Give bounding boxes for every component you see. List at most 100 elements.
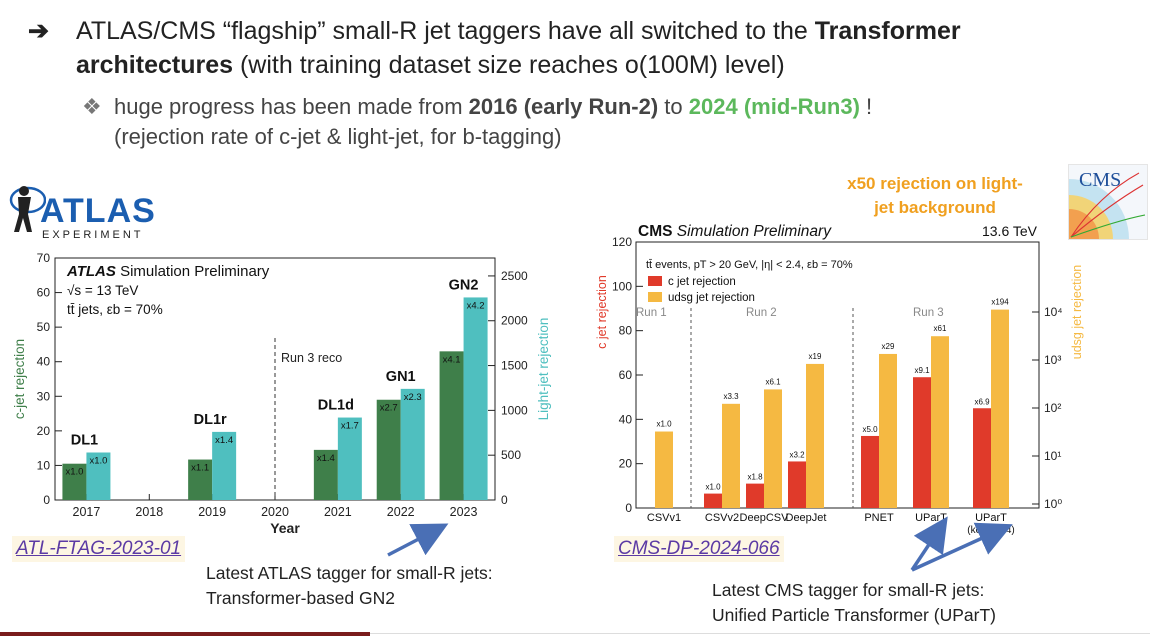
cms-bar-udsg-jet: [931, 336, 949, 508]
sub-bullet-pre: huge progress has been made from: [114, 94, 469, 119]
cms-bar-udsg-jet-label: x6.1: [765, 377, 781, 386]
atlas-left-tick-label: 50: [37, 320, 51, 334]
atlas-left-tick-label: 70: [37, 251, 51, 265]
cms-bar-c-jet: [973, 408, 991, 508]
cms-left-tick-label: 0: [625, 501, 632, 515]
cms-right-tick-label: 10³: [1044, 353, 1061, 367]
atlas-logo-text: ATLAS: [40, 192, 156, 230]
atlas-bar-c-jet: [62, 463, 87, 500]
atlas-left-tick-label: 30: [37, 389, 51, 403]
atlas-x-tick-label: 2020: [261, 505, 289, 519]
atlas-y-axis-label: c-jet rejection: [12, 339, 27, 419]
atlas-bar-c-jet: [313, 449, 338, 500]
atlas-right-tick-label: 2500: [501, 269, 528, 283]
atlas-bar-light-jet: [212, 431, 237, 500]
cms-x-tick-label: PNET: [864, 512, 894, 524]
cms-chart-info: tt̄ events, pT > 20 GeV, |η| < 2.4, εb =…: [646, 259, 853, 271]
atlas-chart-info: tt̄ jets, εb = 70%: [67, 302, 163, 317]
atlas-x-tick-label: 2017: [73, 505, 101, 519]
cms-left-tick-label: 40: [619, 412, 633, 426]
cms-right-tick-label: 10⁴: [1044, 305, 1063, 319]
cms-y-axis-label-right: udsg jet rejection: [1070, 265, 1084, 360]
cms-bar-c-jet-label: x9.1: [914, 366, 930, 375]
cms-logo: CMS: [1068, 164, 1148, 240]
cms-x-tick-label: UParT: [915, 512, 947, 524]
atlas-bar-c-jet-label: x4.1: [443, 354, 461, 365]
atlas-x-tick-label: 2023: [450, 505, 478, 519]
sub-bullet-bold: 2016 (early Run-2): [468, 94, 659, 119]
cms-bar-udsg-jet: [722, 403, 740, 508]
atlas-note-line1: Latest ATLAS tagger for small-R jets:: [206, 563, 493, 583]
atlas-note-line2: Transformer-based GN2: [206, 588, 395, 608]
cms-bar-c-jet-label: x6.9: [974, 397, 990, 406]
cms-chart-title: CMS Simulation Preliminary: [638, 223, 832, 240]
cms-x-tick-label: UParT: [975, 512, 1007, 524]
cms-right-tick-label: 10²: [1044, 401, 1061, 415]
atlas-x-tick-label: 2019: [198, 505, 226, 519]
atlas-left-tick-label: 20: [37, 424, 51, 438]
atlas-chart-title: ATLAS Simulation Preliminary: [66, 263, 270, 280]
diamond-icon: ❖: [82, 94, 102, 119]
cms-left-tick-label: 100: [612, 279, 632, 293]
cms-top-note-line1: x50 rejection on light-: [847, 174, 1023, 193]
cms-x-tick-label: CSVv1: [647, 512, 681, 524]
atlas-left-tick-label: 60: [37, 286, 51, 300]
atlas-figure-icon: [9, 186, 46, 232]
cms-bar-c-jet: [861, 435, 879, 508]
footer-line: [370, 633, 1150, 634]
cms-bar-udsg-jet-label: x194: [991, 298, 1009, 307]
atlas-x-tick-label: 2018: [135, 505, 163, 519]
cms-bar-c-jet: [746, 483, 764, 508]
atlas-reference-link[interactable]: ATL-FTAG-2023-01: [12, 536, 186, 562]
atlas-bar-c-jet-label: x1.4: [317, 453, 335, 464]
cms-reference-link[interactable]: CMS-DP-2024-066: [614, 536, 784, 562]
cms-legend-swatch: [648, 292, 662, 302]
cms-left-tick-label: 80: [619, 324, 633, 338]
cms-bar-udsg-jet: [764, 389, 782, 508]
cms-left-tick-label: 120: [612, 235, 632, 249]
atlas-logo: ATLAS EXPERIMENT: [6, 182, 155, 242]
atlas-bar-light-jet-label: x1.0: [89, 455, 107, 466]
atlas-bar-c-jet-label: x2.7: [380, 403, 398, 414]
footer-accent-bar: [0, 632, 370, 636]
cms-top-note-line2: jet background: [874, 198, 996, 217]
cms-run-label: Run 2: [746, 307, 777, 319]
atlas-right-tick-label: 1000: [501, 403, 528, 417]
main-bullet-text: ATLAS/CMS “flagship” small-R jet taggers…: [76, 14, 1116, 82]
atlas-bar-light-jet: [337, 417, 362, 500]
cms-legend-swatch: [648, 276, 662, 286]
cms-bar-udsg-jet: [655, 431, 673, 508]
main-bullet-bold: Transformer architectures: [76, 17, 961, 79]
sub-bullet-green: 2024 (mid-Run3): [688, 94, 860, 119]
atlas-x-axis-label: Year: [270, 520, 300, 536]
cms-x-sublabel: (kc = 0.14): [967, 525, 1015, 536]
cms-bar-udsg-jet: [806, 363, 824, 508]
cms-right-tick-label: 10⁰: [1044, 497, 1062, 511]
main-bullet-post: (with training dataset size reaches o(10…: [233, 51, 785, 79]
arrow-icon: ➔: [28, 17, 49, 45]
atlas-y-axis-label-right: Light-jet rejection: [536, 318, 551, 421]
cms-legend-label: c jet rejection: [668, 276, 736, 288]
atlas-bar-light-jet: [400, 388, 425, 500]
cms-bar-udsg-jet-label: x3.3: [723, 392, 739, 401]
atlas-tagger-label: GN2: [449, 277, 479, 293]
cms-bar-c-jet: [913, 377, 931, 508]
cms-x-tick-label: DeepCSV: [740, 512, 790, 524]
cms-bar-udsg-jet-label: x29: [882, 342, 895, 351]
atlas-left-tick-label: 0: [43, 493, 50, 507]
atlas-x-tick-label: 2022: [387, 505, 415, 519]
cms-bar-c-jet-label: x1.8: [747, 473, 763, 482]
cms-x-tick-label: CSVv2: [705, 512, 739, 524]
atlas-run3-label: Run 3 reco: [281, 351, 342, 365]
cms-right-tick-label: 10¹: [1044, 449, 1061, 463]
atlas-bar-light-jet-label: x1.7: [341, 421, 359, 432]
atlas-right-tick-label: 500: [501, 448, 521, 462]
cms-bar-c-jet: [788, 461, 806, 508]
atlas-bar-c-jet: [188, 459, 213, 500]
cms-bar-udsg-jet-label: x1.0: [656, 420, 672, 429]
sub-bullet-post: !: [859, 94, 873, 119]
sub-bullet-line2: (rejection rate of c-jet & light-jet, fo…: [114, 124, 562, 149]
atlas-right-tick-label: 2000: [501, 314, 528, 328]
cms-left-tick-label: 60: [619, 368, 633, 382]
atlas-note: Latest ATLAS tagger for small-R jets: Tr…: [206, 561, 493, 611]
